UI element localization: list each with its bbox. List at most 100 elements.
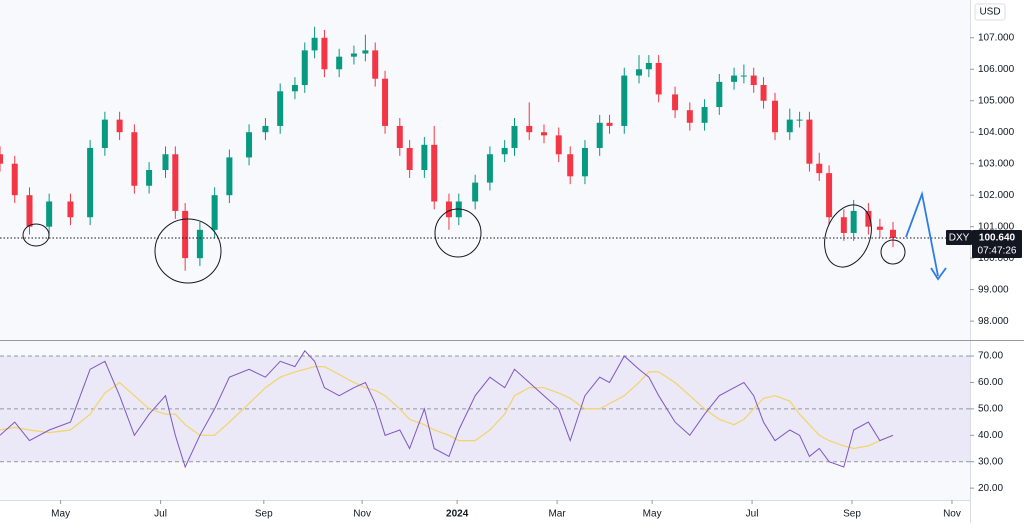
symbol-box [946,230,972,245]
candle-body [796,119,803,121]
candle-body [850,210,857,233]
x-tick-label: Sep [843,509,861,520]
x-tick-label: Mar [548,509,566,520]
axis-unit[interactable]: USD [979,7,1000,18]
candle-body [162,154,169,170]
candle-body [889,229,896,238]
candle-body [806,119,813,164]
candle-body [786,119,793,133]
candle-body [486,154,493,183]
x-tick-label: May [51,509,70,520]
candle-body [406,147,413,170]
candle-body [396,125,403,148]
y-tick-label: 98.000 [978,316,1009,327]
candle-body [101,119,108,148]
candle-body [511,125,518,148]
y-tick-label: 50.00 [978,404,1003,415]
candle-body [740,75,747,77]
y-tick-label: 101.000 [978,221,1015,232]
candle-body [686,110,693,123]
candle-body [472,182,479,202]
candle-body [321,37,328,70]
candle-body [382,78,389,126]
candle-body [772,100,779,133]
y-tick-label: 100.000 [978,253,1015,264]
annotation-circle [22,223,50,247]
candle-body [581,147,588,177]
annotation-circle [434,208,482,258]
price-tag-box [972,230,1022,258]
x-tick-label: May [643,509,662,520]
x-tick-label: Nov [353,509,371,520]
candle-body [211,195,218,230]
x-tick-label: Nov [943,509,961,520]
candle-body [46,201,53,227]
candle-body [350,53,357,57]
candle-body [621,75,628,126]
y-tick-label: 103.000 [978,158,1015,169]
price-tag: DXY 100.640 07:47:26 [946,230,1022,258]
candle-body [731,75,738,82]
candle-body [262,125,269,133]
candle-body [636,69,643,76]
y-tick-label: 30.00 [978,456,1003,467]
y-tick-label: 105.000 [978,95,1015,106]
candle-body [116,119,123,133]
candle-body [760,85,767,101]
candle-body [555,135,562,155]
y-tick-label: 104.000 [978,127,1015,138]
countdown-label: 07:47:26 [978,246,1017,257]
symbol-label: DXY [949,233,970,244]
candle-body [362,50,369,54]
y-tick-label: 60.00 [978,377,1003,388]
candle-body [672,94,679,111]
candle-body [131,132,138,186]
candle-body [445,201,452,218]
candle-body [716,81,723,108]
candle-body [421,144,428,170]
rsi-line [0,349,894,469]
y-tick-label: 107.000 [978,32,1015,43]
candle-body [146,170,153,186]
candle-body [87,147,94,218]
candle-body [11,163,18,196]
candle-body [826,173,833,218]
candle-body [431,144,438,202]
x-tick-label: Jul [154,509,167,520]
candle-body [226,157,233,196]
y-tick-label: 70.00 [978,351,1003,362]
candle-body [645,62,652,70]
candle-body [655,62,662,95]
candle-body [865,210,872,227]
candle-body [291,85,298,92]
candle-body [301,50,308,85]
annotation-circle [880,239,906,265]
unit-box[interactable] [974,3,1006,21]
candle-body [372,50,379,79]
candle-body [701,107,708,123]
forecast-arrowhead [930,267,947,281]
candle-body [501,147,508,155]
candle-body [336,56,343,70]
annotations [22,190,947,284]
candle-body [596,122,603,148]
y-tick-label: 20.00 [978,483,1003,494]
candle-body [182,210,189,259]
rsi-average-line [0,366,894,450]
y-tick-label: 40.00 [978,430,1003,441]
candle-body [172,154,179,211]
candle-body [540,132,547,136]
candle-body [526,125,533,133]
candle-body [26,195,33,227]
candle-body [840,217,847,233]
marks: 98.000 99.000 100.000 101.000 102.000 103.000… [0,26,1022,520]
plot-background [0,0,970,500]
x-tick-label: Sep [255,509,273,520]
x-tick-label: Jul [746,509,759,520]
price-label: 100.640 [979,233,1016,244]
annotation-circle [824,204,872,268]
candle-body [67,201,74,218]
y-tick-label: 99.000 [978,284,1009,295]
